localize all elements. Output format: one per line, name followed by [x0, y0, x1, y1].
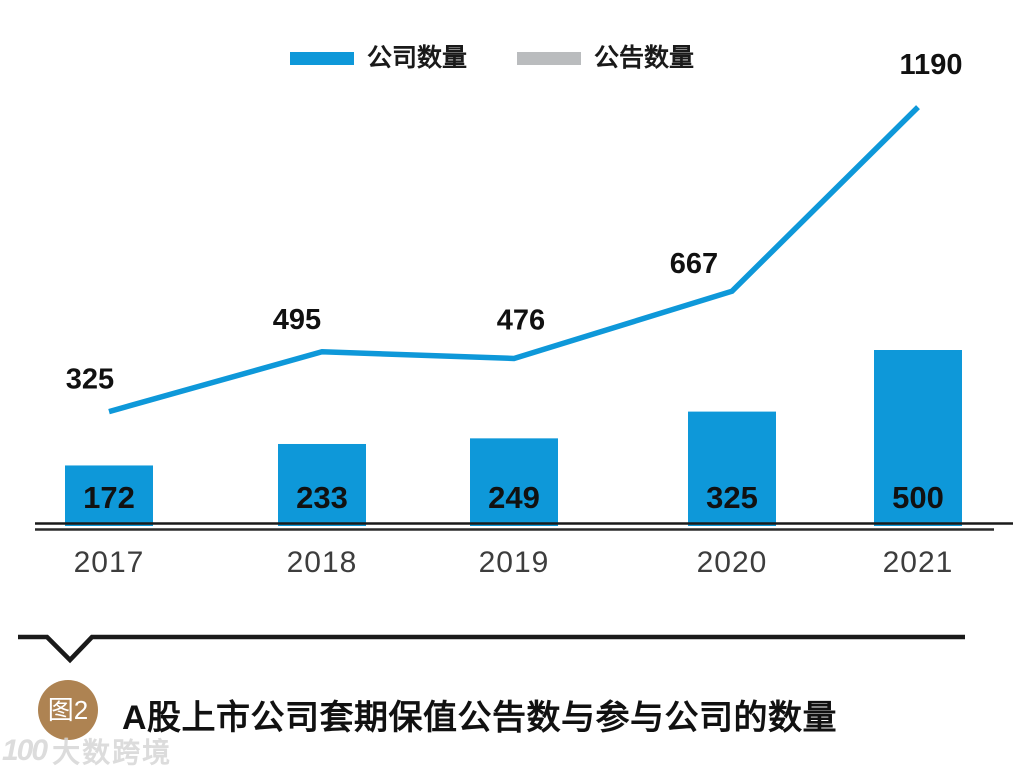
line-value-label: 495 [273, 304, 321, 336]
legend-swatch-announcements [517, 52, 582, 65]
bar-value-label: 172 [83, 480, 135, 515]
year-label-2020: 2020 [697, 546, 768, 579]
watermark: 100 大数跨境 [2, 731, 172, 766]
bar-2020 [688, 411, 776, 526]
separator-rule [18, 634, 965, 664]
year-label-2019: 2019 [479, 546, 550, 579]
legend-label-announcements: 公告数量 [594, 44, 695, 72]
watermark-brand: 大数跨境 [52, 737, 173, 766]
bar-value-label: 233 [296, 480, 348, 515]
year-label-2018: 2018 [287, 546, 358, 579]
legend-label-companies: 公司数量 [367, 44, 468, 72]
bar-2018 [278, 443, 366, 526]
bar-value-label: 500 [892, 480, 944, 515]
year-label-2017: 2017 [74, 546, 145, 579]
line-value-label: 1190 [900, 49, 963, 81]
bar-2019 [470, 438, 558, 526]
line-value-label: 476 [497, 304, 545, 336]
line-value-label: 325 [66, 364, 114, 396]
bar-2017 [65, 465, 153, 526]
bar-value-label: 325 [706, 480, 758, 515]
figure-title: A股上市公司套期保值公告数与参与公司的数量 [122, 699, 838, 737]
chart-legend: 公司数量 公告数量 [290, 46, 694, 71]
line-value-label: 667 [670, 248, 718, 280]
bar-value-label: 249 [488, 480, 540, 515]
bar-2021 [874, 350, 962, 526]
line-series [108, 105, 920, 415]
watermark-logo: 100 [2, 734, 48, 766]
figure-number-label: 图2 [47, 695, 89, 725]
figure-number-badge: 图2 [38, 680, 98, 740]
legend-swatch-companies [290, 52, 354, 65]
year-label-2021: 2021 [883, 546, 954, 579]
